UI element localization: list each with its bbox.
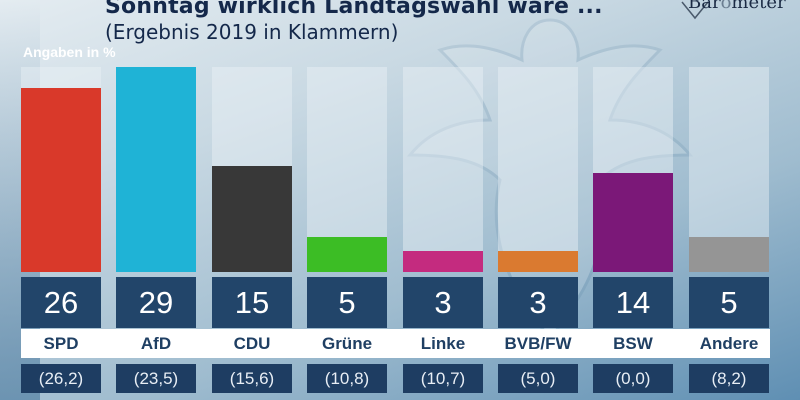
bar-track [403, 67, 483, 272]
party-label-strip [21, 329, 770, 358]
logo-suffix: meter [731, 0, 786, 13]
previous-result-box: (10,8) [307, 364, 387, 393]
party-label: AfD [140, 334, 172, 353]
party-label: Andere [699, 334, 759, 353]
previous-result-box: (0,0) [593, 364, 673, 393]
value-box: 26 [21, 277, 101, 328]
previous-result-box: (8,2) [689, 364, 769, 393]
logo-o: o [720, 0, 732, 13]
bar-bsw [593, 173, 673, 272]
value-box: 3 [498, 277, 578, 328]
bar-track [593, 67, 673, 272]
bar-track [212, 67, 292, 272]
party-label: BSW [613, 334, 653, 353]
chart-subtitle: (Ergebnis 2019 in Klammern) [105, 20, 399, 44]
party-label: Grüne [321, 334, 373, 353]
logo-prefix: Bar [688, 0, 721, 13]
party-label: CDU [233, 334, 271, 353]
logo-diamond-icon [681, 1, 709, 20]
bar-linke [403, 251, 483, 272]
bar-cdu [212, 166, 292, 272]
previous-result-box: (10,7) [403, 364, 483, 393]
bar-bvbfw [498, 251, 578, 272]
bar-track [21, 67, 101, 272]
previous-result-box: (26,2) [21, 364, 101, 393]
previous-result-box: (15,6) [212, 364, 292, 393]
chart-title: Sonntag wirklich Landtagswahl wäre ... [105, 0, 603, 19]
value-box: 5 [307, 277, 387, 328]
party-label: SPD [43, 334, 79, 353]
value-box: 3 [403, 277, 483, 328]
bar-grüne [307, 237, 387, 272]
value-box: 15 [212, 277, 292, 328]
bar-track [689, 67, 769, 272]
bar-track [307, 67, 387, 272]
barometer-logo: Barometer [688, 0, 786, 13]
value-box: 14 [593, 277, 673, 328]
bar-track [498, 67, 578, 272]
party-label: Linke [420, 334, 466, 353]
value-box: 5 [689, 277, 769, 328]
value-box: 29 [116, 277, 196, 328]
unit-label: Angaben in % [23, 44, 116, 60]
bar-track [116, 67, 196, 272]
bar-spd [21, 88, 101, 272]
previous-result-box: (23,5) [116, 364, 196, 393]
previous-result-box: (5,0) [498, 364, 578, 393]
party-label: BVB/FW [504, 334, 572, 353]
bar-andere [689, 237, 769, 272]
bar-afd [116, 67, 196, 272]
